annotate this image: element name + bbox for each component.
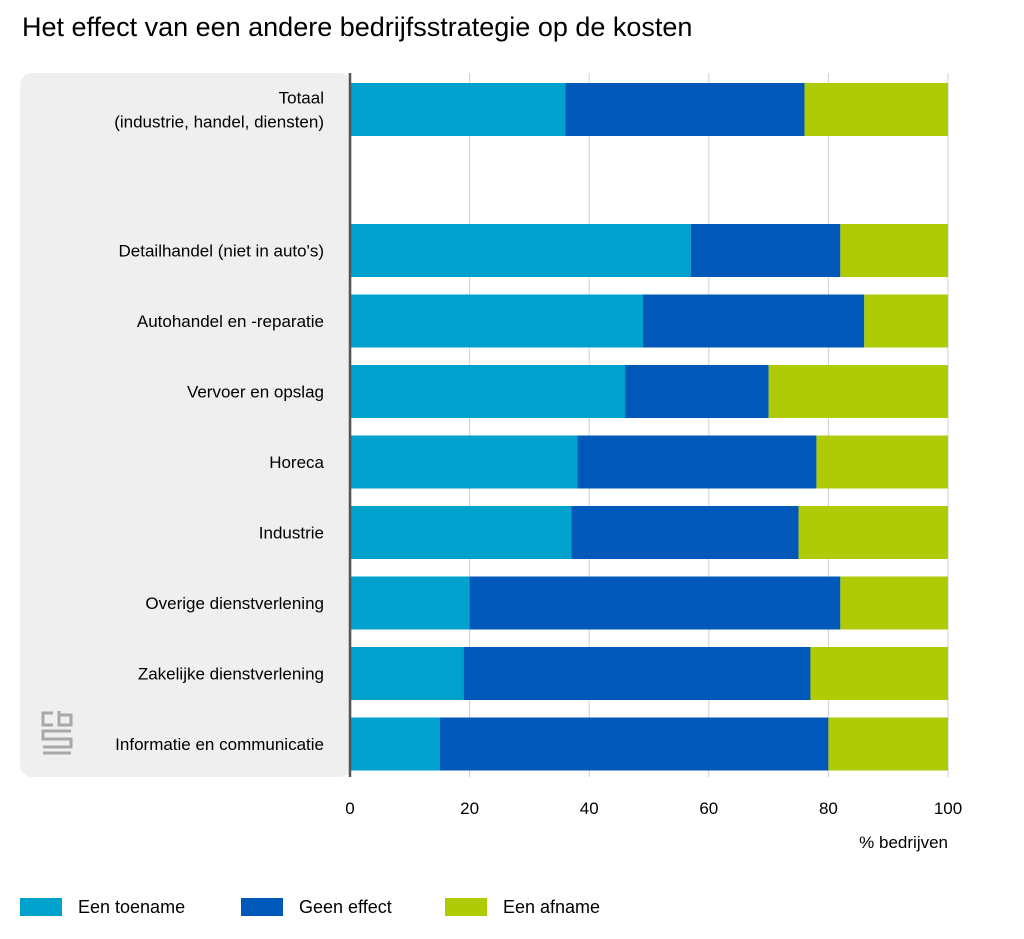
bar-afname-3 <box>864 294 948 348</box>
legend-item-toename: Een toename <box>20 893 185 921</box>
bar-toename-6 <box>350 506 572 559</box>
x-tick-label: 20 <box>460 799 479 818</box>
x-tick-label: 60 <box>699 799 718 818</box>
cbs-logo-icon <box>41 711 73 755</box>
bar-geen-effect-8 <box>463 647 811 700</box>
bar-geen-effect-3 <box>643 294 865 348</box>
legend-swatch-afname <box>445 898 487 916</box>
bar-geen-effect-7 <box>469 576 841 630</box>
chart-title: Het effect van een andere bedrijfsstrate… <box>22 12 693 42</box>
x-tick-label: 80 <box>819 799 838 818</box>
legend-swatch-toename <box>20 898 62 916</box>
bar-toename-7 <box>350 576 470 630</box>
x-axis-title: % bedrijven <box>859 833 948 852</box>
category-label: Zakelijke dienstverlening <box>138 665 324 684</box>
bar-geen-effect-4 <box>625 365 769 418</box>
legend: Een toename Geen effect Een afname <box>20 893 1004 921</box>
legend-label-afname: Een afname <box>503 896 601 917</box>
bar-afname-8 <box>810 647 948 700</box>
x-tick-label: 0 <box>345 799 354 818</box>
category-label: Autohandel en -reparatie <box>137 312 324 331</box>
legend-swatch-geen-effect <box>241 898 283 916</box>
bar-afname-9 <box>828 717 948 771</box>
x-tick-label: 40 <box>580 799 599 818</box>
legend-item-geen-effect: Geen effect <box>241 893 392 921</box>
bar-afname-4 <box>768 365 948 418</box>
category-label: Overige dienstverlening <box>145 594 324 613</box>
category-label: Informatie en communicatie <box>115 735 324 754</box>
bar-geen-effect-2 <box>690 224 841 277</box>
bar-geen-effect-0 <box>565 83 805 136</box>
bar-toename-4 <box>350 365 626 418</box>
category-label: Horeca <box>269 453 324 472</box>
category-label: (industrie, handel, diensten) <box>114 113 324 132</box>
bar-geen-effect-6 <box>571 506 799 559</box>
bar-toename-2 <box>350 224 691 277</box>
bar-afname-2 <box>840 224 948 277</box>
category-label: Totaal <box>279 89 324 108</box>
bar-afname-6 <box>798 506 948 559</box>
bar-geen-effect-5 <box>577 435 817 489</box>
chart: Totaal (industrie, handel, diensten) Detai… <box>20 73 962 852</box>
category-label: Vervoer en opslag <box>187 383 324 402</box>
bar-toename-5 <box>350 435 578 489</box>
bar-toename-9 <box>350 717 440 771</box>
bar-geen-effect-9 <box>439 717 829 771</box>
bar-toename-3 <box>350 294 644 348</box>
label-panel <box>20 73 352 777</box>
bar-toename-0 <box>350 83 566 136</box>
bar-afname-7 <box>840 576 948 630</box>
legend-label-toename: Een toename <box>78 896 186 917</box>
legend-label-geen-effect: Geen effect <box>299 896 392 917</box>
legend-item-afname: Een afname <box>445 893 600 921</box>
x-tick-label: 100 <box>934 799 962 818</box>
bar-afname-0 <box>804 83 948 136</box>
category-label: Detailhandel (niet in auto's) <box>119 242 324 261</box>
category-label: Industrie <box>259 524 324 543</box>
bar-toename-8 <box>350 647 464 700</box>
bar-afname-5 <box>816 435 948 489</box>
